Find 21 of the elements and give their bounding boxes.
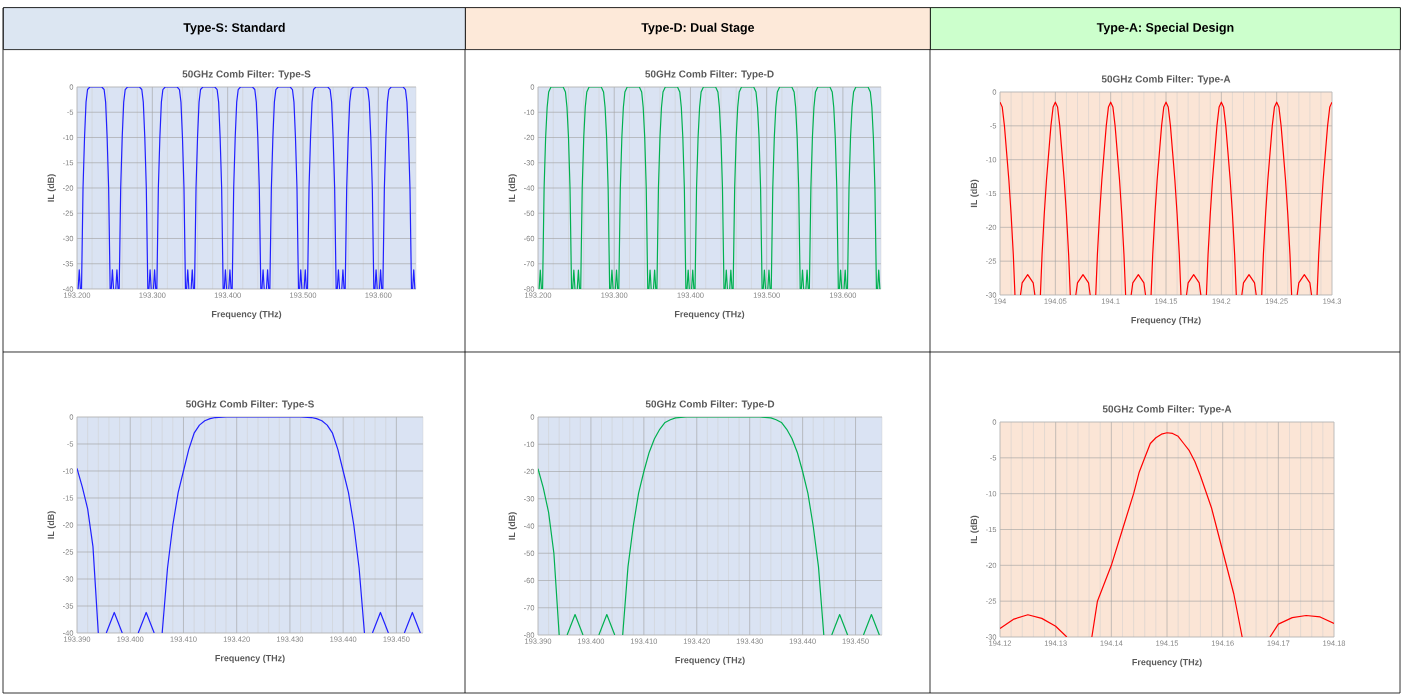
x-axis-title: Frequency (THz) — [674, 310, 745, 319]
y-axis-title: IL (dB) — [508, 174, 517, 202]
chart-title: 50GHz Comb Filter: Type-S — [186, 400, 314, 410]
x-axis-title: Frequency (THz) — [1132, 658, 1202, 668]
x-axis-title: Frequency (THz) — [211, 310, 282, 319]
chart-title: 50GHz Comb Filter: Type-S — [182, 70, 311, 80]
chart-title: 50GHz Comb Filter: Type-A — [1101, 75, 1231, 85]
y-axis-title: IL (dB) — [970, 515, 979, 544]
text: Type-A: Special Design — [1096, 22, 1234, 35]
y-axis-title: IL (dB) — [970, 179, 979, 208]
x-axis-title: Frequency (THz) — [1131, 316, 1201, 325]
x-axis-title: Frequency (THz) — [675, 656, 745, 666]
y-axis-title: IL (dB) — [47, 511, 56, 539]
chart-title: 50GHz Comb Filter: Type-D — [645, 70, 774, 80]
y-axis-title: IL (dB) — [47, 174, 56, 202]
chart-title: 50GHz Comb Filter: Type-D — [645, 400, 775, 410]
text: Type-D: Dual Stage — [641, 22, 755, 35]
chart-title: 50GHz Comb Filter: Type-A — [1102, 405, 1232, 415]
x-axis-title: Frequency (THz) — [215, 654, 285, 664]
y-axis-title: IL (dB) — [508, 512, 517, 540]
text: Type-S: Standard — [183, 22, 285, 35]
